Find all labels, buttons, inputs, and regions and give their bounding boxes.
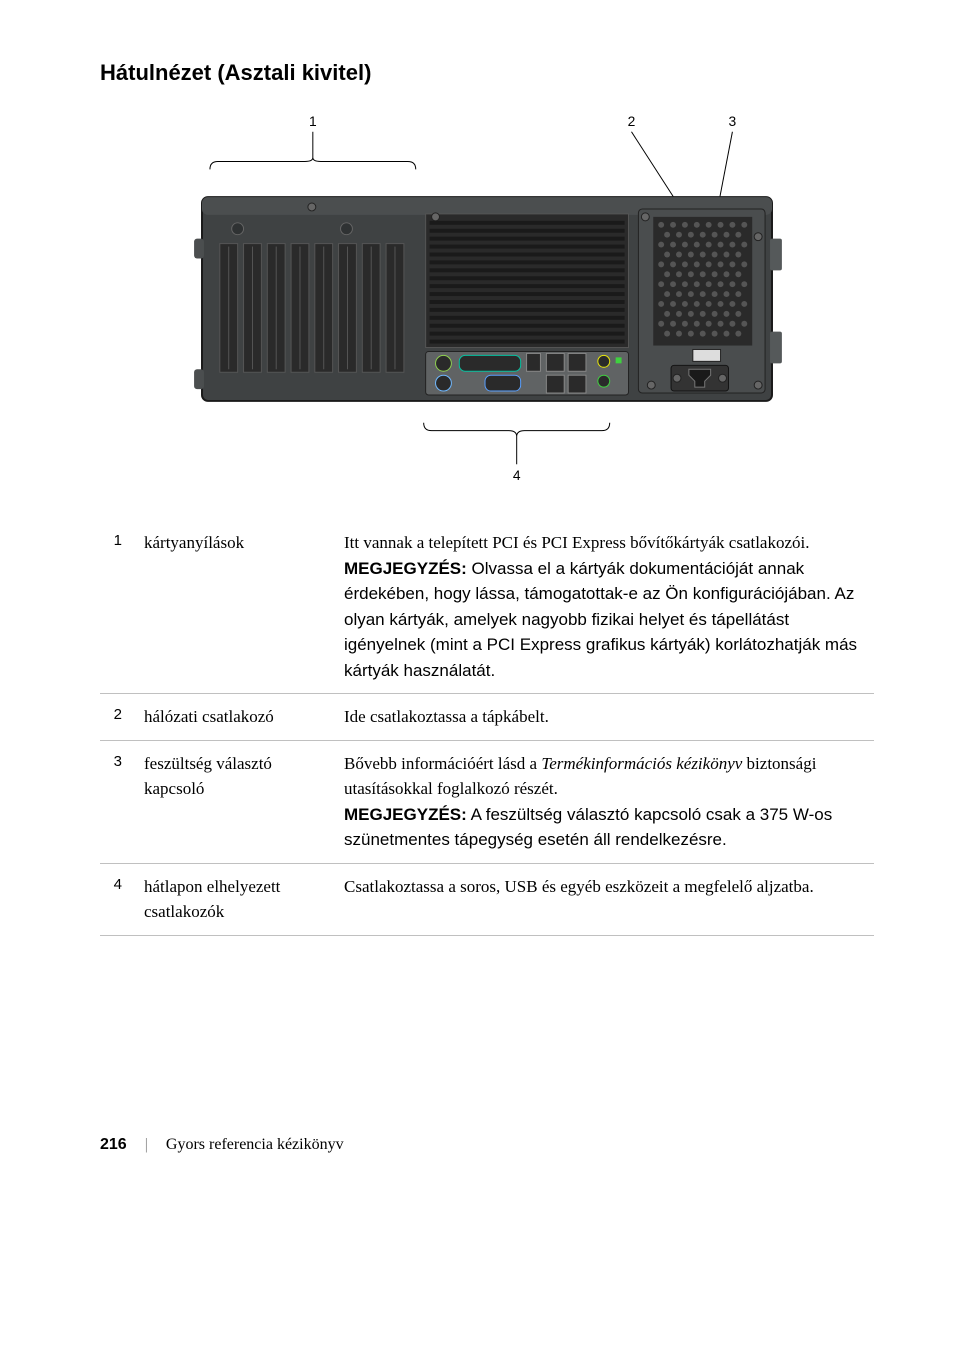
- legend-num: 2: [100, 694, 136, 741]
- callout-1-label: 1: [309, 113, 317, 129]
- legend-desc: Ide csatlakoztassa a tápkábelt.: [336, 694, 874, 741]
- note-label: MEGJEGYZÉS:: [344, 805, 467, 824]
- desc-text: Csatlakoztassa a soros, USB és egyéb esz…: [344, 877, 814, 896]
- legend-desc: Csatlakoztassa a soros, USB és egyéb esz…: [336, 863, 874, 935]
- section-heading: Hátulnézet (Asztali kivitel): [100, 60, 874, 86]
- psu: [638, 209, 765, 393]
- legend-term: kártyanyílások: [136, 520, 336, 694]
- desc-text: Itt vannak a telepített PCI és PCI Expre…: [344, 533, 810, 552]
- legend-num: 3: [100, 740, 136, 863]
- note-label: MEGJEGYZÉS:: [344, 559, 467, 578]
- legend-row: 4 hátlapon elhelyezett csatlakozók Csatl…: [100, 863, 874, 935]
- back-panel-connectors: [426, 351, 629, 395]
- legend-row: 2 hálózati csatlakozó Ide csatlakoztassa…: [100, 694, 874, 741]
- book-title: Gyors referencia kézikönyv: [166, 1136, 344, 1154]
- legend-row: 3 feszültség választó kapcsoló Bővebb in…: [100, 740, 874, 863]
- legend-term: hálózati csatlakozó: [136, 694, 336, 741]
- footer-separator: |: [145, 1136, 148, 1154]
- legend-num: 1: [100, 520, 136, 694]
- legend-num: 4: [100, 863, 136, 935]
- page-number: 216: [100, 1136, 127, 1154]
- callout-3-label: 3: [729, 113, 737, 129]
- legend-table: 1 kártyanyílások Itt vannak a telepített…: [100, 520, 874, 936]
- diagram-container: 1 2 3: [100, 110, 874, 490]
- rear-view-diagram: 1 2 3: [187, 110, 787, 490]
- legend-desc: Bővebb információért lásd a Termékinform…: [336, 740, 874, 863]
- center-grille: [426, 213, 629, 348]
- legend-term: hátlapon elhelyezett csatlakozók: [136, 863, 336, 935]
- page-footer: 216 | Gyors referencia kézikönyv: [100, 1136, 874, 1154]
- desc-prefix: Bővebb információért lásd a: [344, 754, 541, 773]
- note: MEGJEGYZÉS: A feszültség választó kapcso…: [344, 802, 866, 853]
- note: MEGJEGYZÉS: Olvassa el a kártyák dokumen…: [344, 556, 866, 684]
- diagram-svg: 1 2 3: [187, 110, 787, 490]
- callout-2-label: 2: [628, 113, 636, 129]
- legend-row: 1 kártyanyílások Itt vannak a telepített…: [100, 520, 874, 694]
- legend-term: feszültség választó kapcsoló: [136, 740, 336, 863]
- legend-desc: Itt vannak a telepített PCI és PCI Expre…: [336, 520, 874, 694]
- desc-italic: Termékinformációs kézikönyv: [541, 754, 742, 773]
- desc-text: Ide csatlakoztassa a tápkábelt.: [344, 707, 549, 726]
- callout-4-label: 4: [513, 467, 521, 483]
